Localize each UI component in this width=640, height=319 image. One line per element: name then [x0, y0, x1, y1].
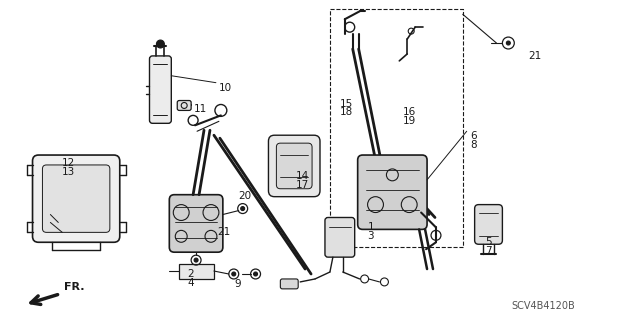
Text: 15: 15	[340, 99, 353, 108]
Bar	[179, 264, 214, 279]
Text: 18: 18	[340, 108, 353, 117]
FancyBboxPatch shape	[42, 165, 110, 232]
Text: 2: 2	[187, 269, 194, 279]
Text: 7: 7	[486, 246, 492, 256]
Text: 12: 12	[62, 158, 76, 168]
Text: 16: 16	[403, 108, 417, 117]
FancyBboxPatch shape	[358, 155, 427, 229]
Circle shape	[156, 40, 164, 48]
Text: 17: 17	[296, 180, 310, 190]
Text: 6: 6	[470, 131, 477, 141]
FancyBboxPatch shape	[177, 100, 191, 110]
Text: FR.: FR.	[64, 282, 84, 292]
Text: 3: 3	[367, 231, 374, 241]
Text: 14: 14	[296, 171, 310, 181]
FancyBboxPatch shape	[280, 279, 298, 289]
FancyBboxPatch shape	[276, 143, 312, 189]
FancyBboxPatch shape	[325, 218, 355, 257]
Circle shape	[506, 41, 510, 45]
FancyBboxPatch shape	[150, 56, 172, 123]
Text: 20: 20	[239, 191, 252, 201]
Text: 9: 9	[235, 279, 241, 289]
Circle shape	[241, 207, 244, 211]
Circle shape	[253, 272, 257, 276]
Bar	[330, 9, 463, 247]
Text: 11: 11	[194, 105, 207, 115]
FancyBboxPatch shape	[33, 155, 120, 242]
Text: 10: 10	[219, 83, 232, 93]
Circle shape	[232, 272, 236, 276]
Text: 4: 4	[187, 278, 194, 288]
Text: 19: 19	[403, 116, 417, 126]
Circle shape	[194, 258, 198, 262]
Text: 5: 5	[486, 237, 492, 247]
Text: 13: 13	[62, 167, 76, 177]
FancyBboxPatch shape	[475, 204, 502, 244]
FancyBboxPatch shape	[268, 135, 320, 197]
Text: 1: 1	[367, 222, 374, 233]
FancyBboxPatch shape	[170, 195, 223, 252]
Text: 8: 8	[470, 140, 477, 150]
Text: SCV4B4120B: SCV4B4120B	[511, 301, 575, 311]
Text: 21: 21	[528, 51, 541, 61]
Text: 21: 21	[217, 227, 230, 237]
